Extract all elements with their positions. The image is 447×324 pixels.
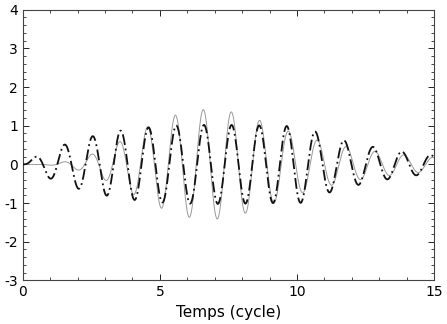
X-axis label: Temps (cycle): Temps (cycle) xyxy=(176,305,281,320)
